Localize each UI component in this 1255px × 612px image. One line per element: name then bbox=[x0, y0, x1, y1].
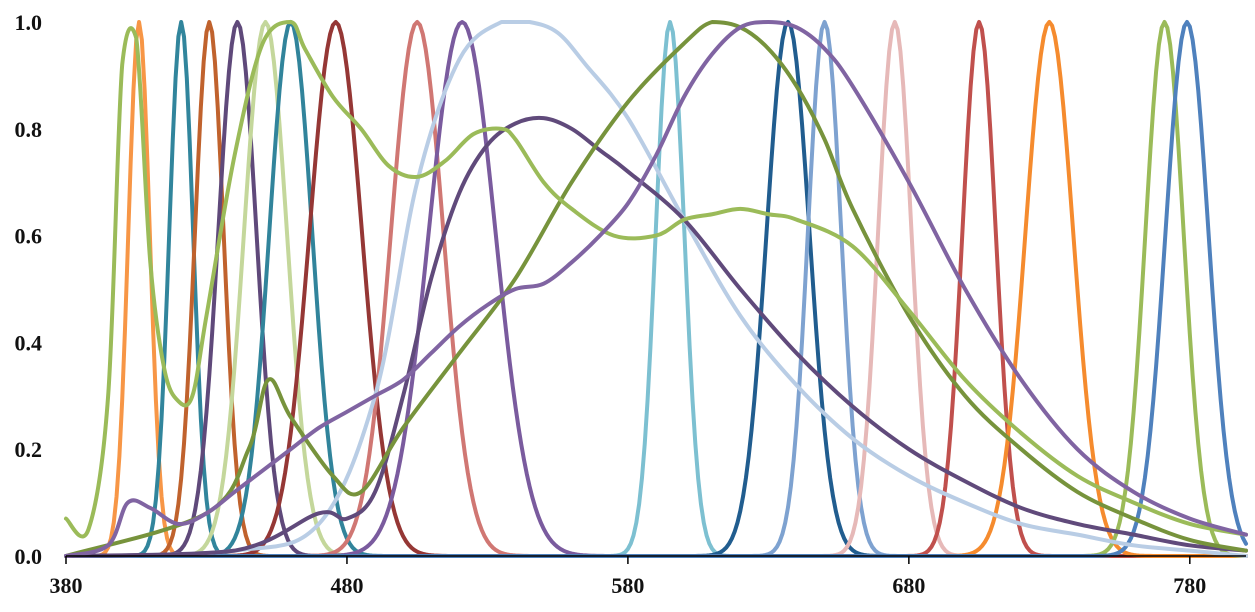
series-line bbox=[64, 20, 1248, 558]
x-tick-label: 680 bbox=[892, 573, 925, 598]
series-layer bbox=[64, 19, 1248, 558]
series-line bbox=[64, 20, 1248, 558]
series-line bbox=[64, 20, 1248, 558]
series-line bbox=[64, 20, 1248, 558]
series-line bbox=[64, 20, 1248, 558]
y-tick-label: 0.0 bbox=[15, 544, 43, 569]
series-line bbox=[64, 115, 1248, 558]
y-tick-label: 0.8 bbox=[15, 117, 43, 142]
y-tick-label: 0.4 bbox=[15, 330, 43, 355]
series-line bbox=[64, 20, 1248, 558]
x-tick-labels: 380 480 580 680 780 bbox=[50, 573, 1207, 598]
x-tick-label: 380 bbox=[50, 573, 83, 598]
series-line bbox=[64, 20, 1248, 539]
series-line bbox=[64, 20, 1248, 558]
y-tick-label: 0.6 bbox=[15, 224, 43, 249]
series-line bbox=[64, 20, 1248, 558]
series-line bbox=[64, 20, 1248, 558]
y-tick-label: 0.2 bbox=[15, 437, 43, 462]
series-line bbox=[64, 20, 1248, 558]
series-line bbox=[64, 20, 1248, 558]
x-tick-label: 580 bbox=[611, 573, 644, 598]
y-tick-label: 1.0 bbox=[15, 10, 43, 35]
series-line bbox=[64, 20, 1248, 558]
series-line bbox=[64, 20, 1248, 558]
x-tick-label: 780 bbox=[1173, 573, 1206, 598]
axes-layer bbox=[65, 555, 1246, 564]
x-tick-label: 480 bbox=[330, 573, 363, 598]
series-line bbox=[64, 19, 1248, 558]
series-line bbox=[64, 20, 1248, 558]
series-line bbox=[64, 20, 1248, 558]
series-line bbox=[64, 20, 1248, 558]
series-line bbox=[64, 20, 1248, 558]
series-line bbox=[64, 20, 1248, 558]
series-line bbox=[64, 20, 1248, 558]
y-tick-labels: 0.0 0.2 0.4 0.6 0.8 1.0 bbox=[15, 10, 43, 569]
